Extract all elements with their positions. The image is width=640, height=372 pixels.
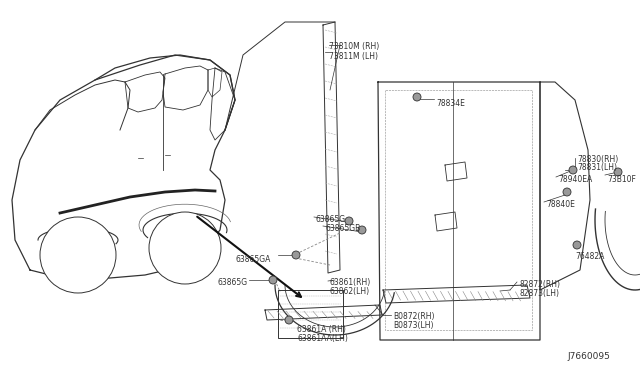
Circle shape xyxy=(48,225,108,285)
Circle shape xyxy=(269,276,277,284)
Circle shape xyxy=(149,212,221,284)
Circle shape xyxy=(345,217,353,225)
Circle shape xyxy=(569,166,577,174)
Text: 76482A: 76482A xyxy=(575,252,604,261)
Text: J7660095: J7660095 xyxy=(567,352,610,361)
Text: 78834E: 78834E xyxy=(436,99,465,108)
Circle shape xyxy=(413,93,421,101)
Circle shape xyxy=(563,188,571,196)
Text: B0872(RH): B0872(RH) xyxy=(393,312,435,321)
Text: 63865GA: 63865GA xyxy=(235,255,270,264)
Text: 63861(RH): 63861(RH) xyxy=(330,278,371,287)
Circle shape xyxy=(40,217,116,293)
Text: 73B10F: 73B10F xyxy=(607,175,636,184)
Text: 73811M (LH): 73811M (LH) xyxy=(329,52,378,61)
Bar xyxy=(278,290,343,338)
Circle shape xyxy=(573,241,581,249)
Text: 78831(LH): 78831(LH) xyxy=(577,163,617,172)
Circle shape xyxy=(292,251,300,259)
Circle shape xyxy=(614,168,622,176)
Text: 82872(RH): 82872(RH) xyxy=(519,280,560,289)
Text: 78830(RH): 78830(RH) xyxy=(577,155,618,164)
Text: 73810M (RH): 73810M (RH) xyxy=(329,42,380,51)
Text: 63862(LH): 63862(LH) xyxy=(330,287,370,296)
Text: 78840E: 78840E xyxy=(546,200,575,209)
Text: 63861AA(LH): 63861AA(LH) xyxy=(297,334,348,343)
Text: 63865G: 63865G xyxy=(218,278,248,287)
Text: 63865G: 63865G xyxy=(316,215,346,224)
Circle shape xyxy=(358,226,366,234)
Text: 63865GB: 63865GB xyxy=(325,224,360,233)
Circle shape xyxy=(285,316,293,324)
Text: 78940EA: 78940EA xyxy=(558,175,592,184)
Circle shape xyxy=(156,219,214,277)
Text: 82873(LH): 82873(LH) xyxy=(519,289,559,298)
Text: B0873(LH): B0873(LH) xyxy=(393,321,433,330)
Text: 63861A (RH): 63861A (RH) xyxy=(297,325,346,334)
